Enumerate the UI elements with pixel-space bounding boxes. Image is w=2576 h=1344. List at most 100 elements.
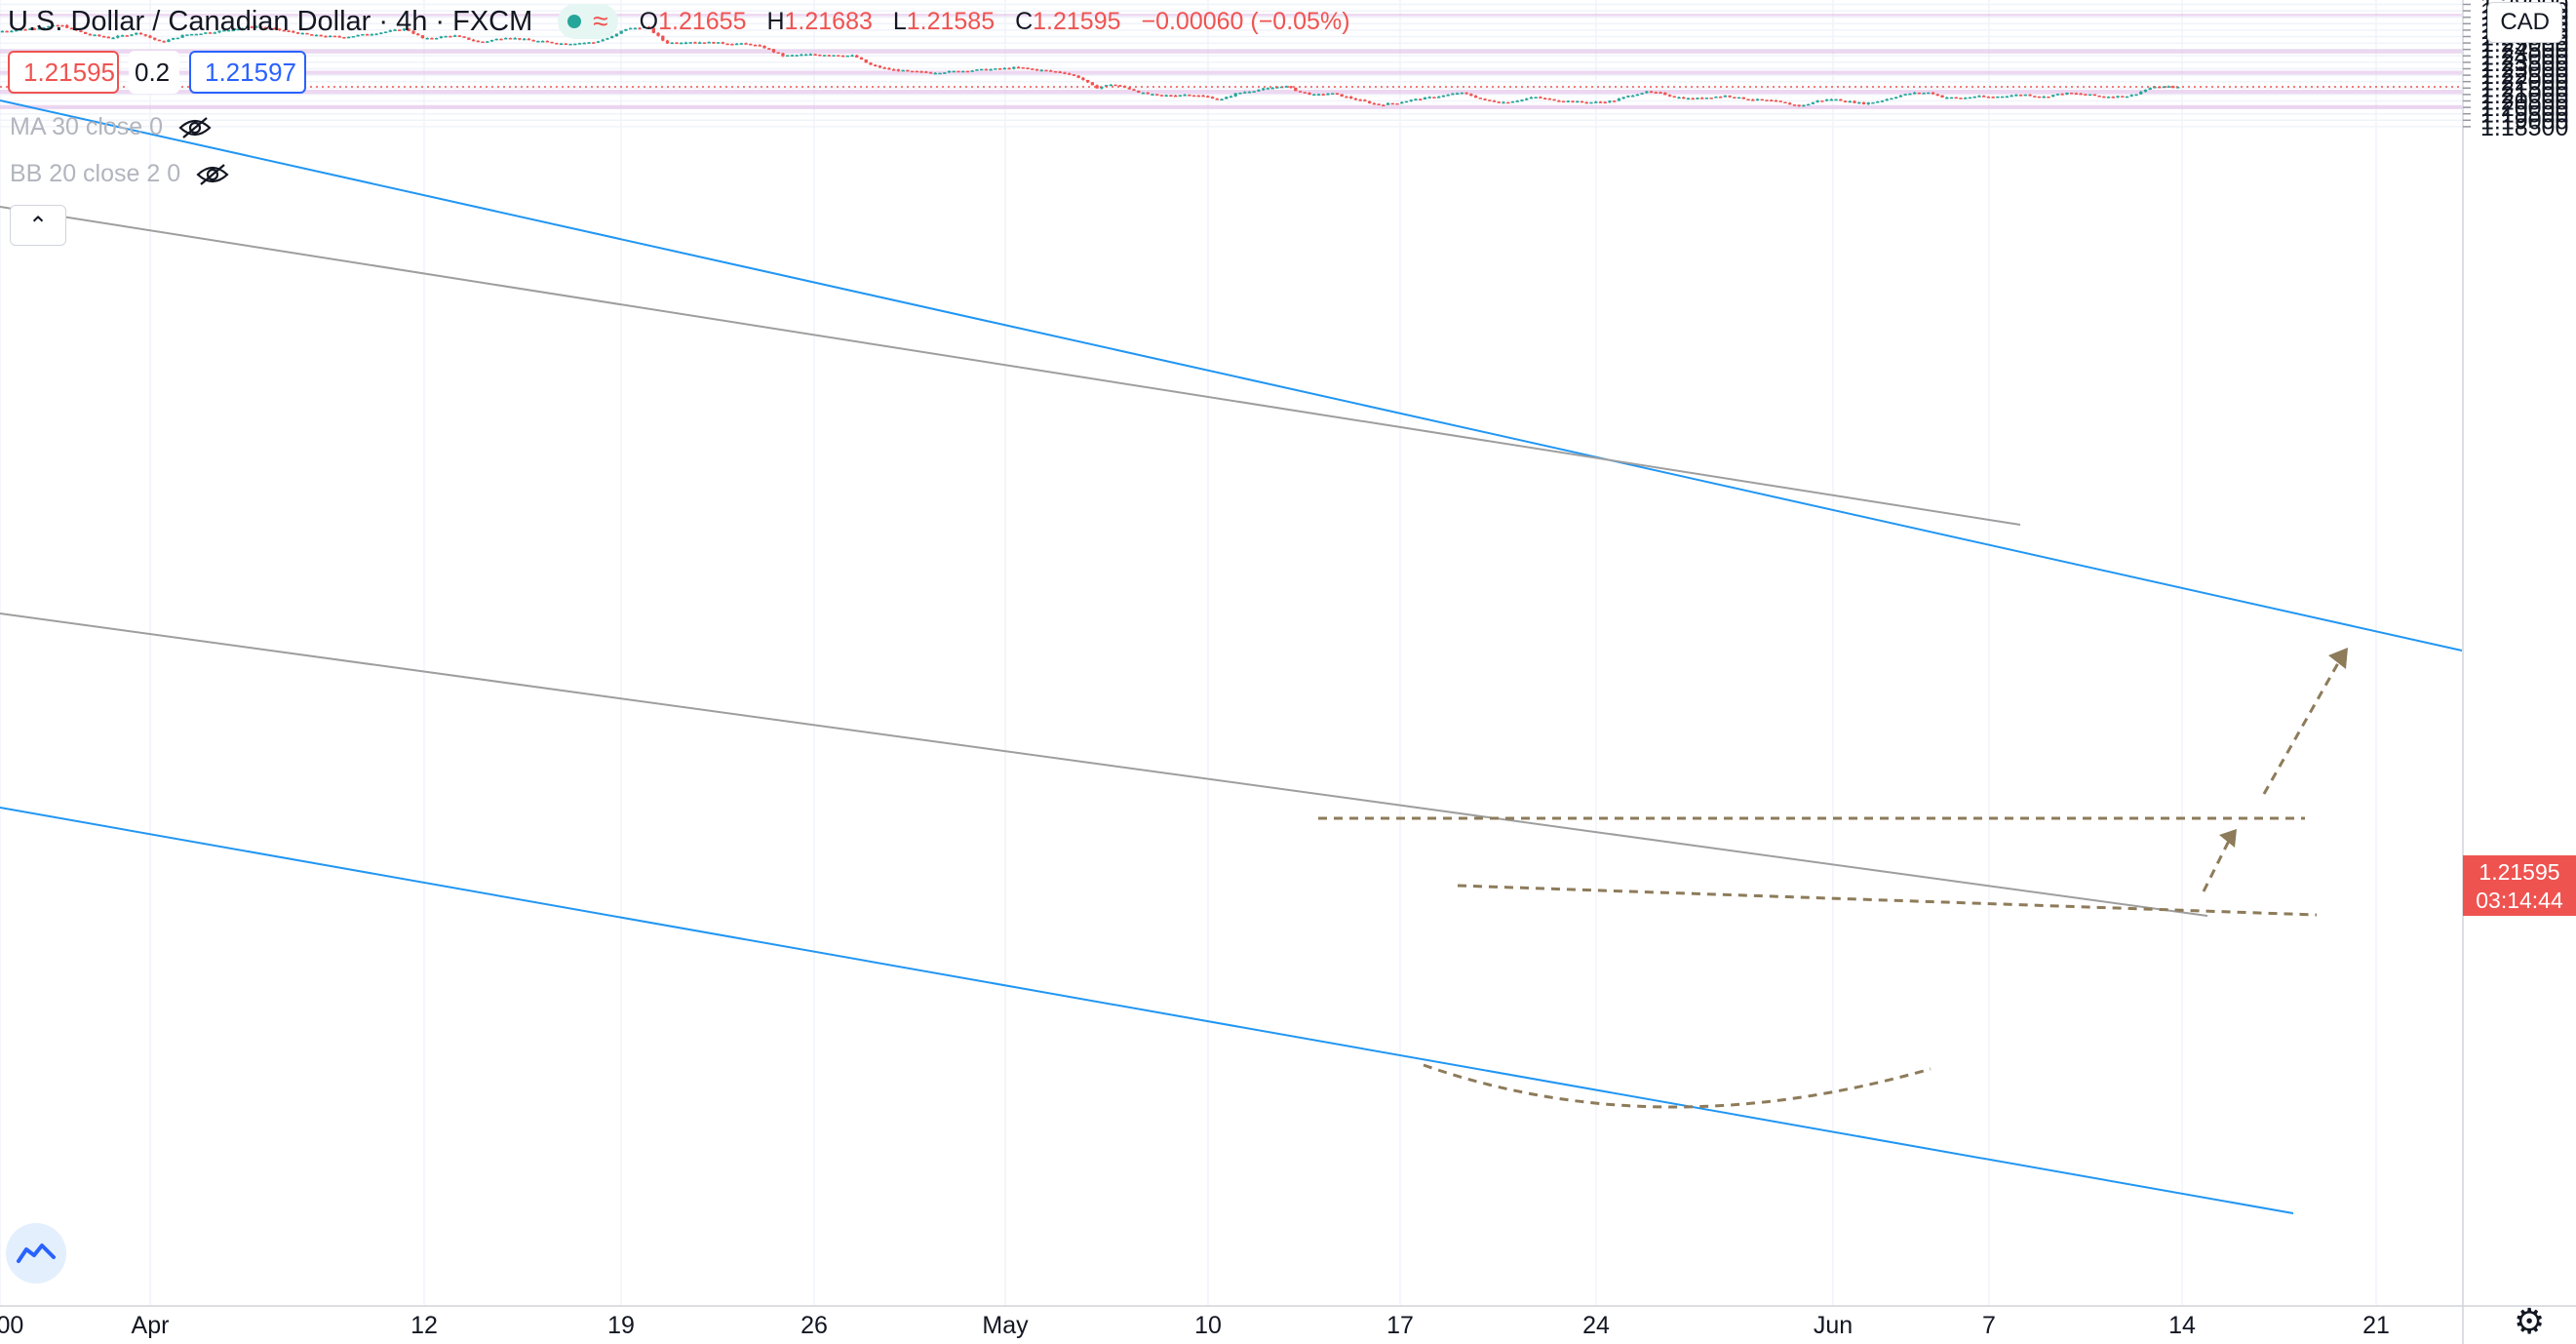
candle-down [1034,68,1039,71]
candle-up [1912,92,1917,95]
candle-up [171,37,176,40]
candle-up [204,32,208,34]
candle-down [1728,96,1732,98]
currency-label: CAD [2500,9,2550,35]
bar-countdown: 03:14:44 [2476,888,2563,913]
candle-up [1460,92,1464,95]
candle-down [1072,74,1076,76]
candle-up [938,72,942,75]
candle-up [217,30,221,33]
candle-down [2037,96,2042,99]
candle-up [42,27,46,29]
candle-down [531,40,535,42]
candle-down [1303,92,1307,94]
candle-up [135,32,138,35]
time-tick-label: May [982,1312,1029,1339]
price-tick-label: 1.20500 [2480,88,2568,115]
candle-up [850,55,854,58]
candle-down [157,39,162,42]
candle-up [1893,97,1898,99]
channel-lower-line [0,807,2294,1214]
indicator-bb[interactable]: BB 20 close 2 0 [10,160,229,188]
candle-up [1755,99,1760,101]
candle-down [1733,97,1737,99]
eye-hidden-icon[interactable] [196,163,229,186]
eye-hidden-icon[interactable] [178,116,212,139]
candle-up [1608,100,1612,102]
close-value: 1.21595 [1033,7,1121,35]
candle-down [508,37,513,40]
neckline-dashed-line [1457,884,2318,917]
collapse-legend-button[interactable]: ⌃ [10,205,66,246]
tradingview-logo-icon[interactable] [6,1223,66,1284]
candle-up [1284,86,1288,88]
candle-up [577,43,582,45]
candle-down [827,55,832,57]
candle-down [665,40,670,44]
candle-down [1210,97,1215,99]
candle-up [14,29,19,32]
candle-down [143,34,147,36]
time-tick-label: 24 [1582,1312,1610,1339]
currency-button[interactable]: CAD [2487,2,2562,43]
candle-down [1765,99,1769,101]
candle-up [670,42,674,45]
candle-up [2106,97,2111,99]
candle-down [342,37,346,39]
candle-down [1188,95,1191,97]
candle-up [383,31,388,33]
candle-up [1811,101,1815,104]
candle-up [1455,93,1460,96]
candle-down [910,70,915,73]
candle-up [452,35,457,37]
trend-lines [0,99,2463,1214]
candle-up [489,39,494,42]
candle-down [1488,99,1492,101]
candle-down [32,28,37,30]
candle-down [896,69,901,71]
buy-button[interactable]: 1.21597 [189,51,306,94]
candle-down [545,40,550,43]
candle-down [874,64,878,67]
candle-down [1672,96,1676,99]
candle-down [1353,98,1358,100]
market-status-pill[interactable]: ≈ [558,4,618,39]
open-key: O [639,7,659,35]
symbol-title[interactable]: U.S. Dollar / Canadian Dollar · 4h · FXC… [8,5,533,37]
candle-down [1584,101,1588,104]
indicator-ma[interactable]: MA 30 close 0 [10,113,212,141]
candle-up [1566,100,1570,102]
indicator-ma-label: MA 30 close 0 [10,113,164,140]
candle-up [1737,97,1741,99]
candle-up [1802,104,1806,107]
candle-up [1977,96,1981,98]
candle-down [1206,96,1210,99]
candle-up [2042,96,2046,99]
candle-up [587,42,591,44]
candle-down [407,28,410,31]
sell-button[interactable]: 1.21595 [8,51,119,94]
candle-down [1201,95,1205,98]
candle-up [116,35,120,38]
candle-up [2116,96,2120,98]
candle-up [1220,99,1224,101]
price-tick-label: 1.22000 [2480,69,2568,97]
candle-up [601,39,605,42]
candle-down [1146,92,1150,95]
candle-down [162,41,166,43]
candle-up [707,42,711,44]
candle-down [1649,91,1654,94]
time-tick-label: 26 [800,1312,828,1339]
candle-up [683,42,688,45]
candle-up [2134,94,2138,97]
candle-up [1012,66,1016,69]
candle-up [624,28,628,31]
settings-gear-icon[interactable]: ⚙ [2514,1301,2546,1341]
candle-up [2129,95,2133,97]
candle-down [1118,85,1122,87]
candle-up [1645,91,1649,94]
candle-down [1215,99,1219,100]
candle-down [250,26,254,28]
candle-up [1908,93,1912,96]
